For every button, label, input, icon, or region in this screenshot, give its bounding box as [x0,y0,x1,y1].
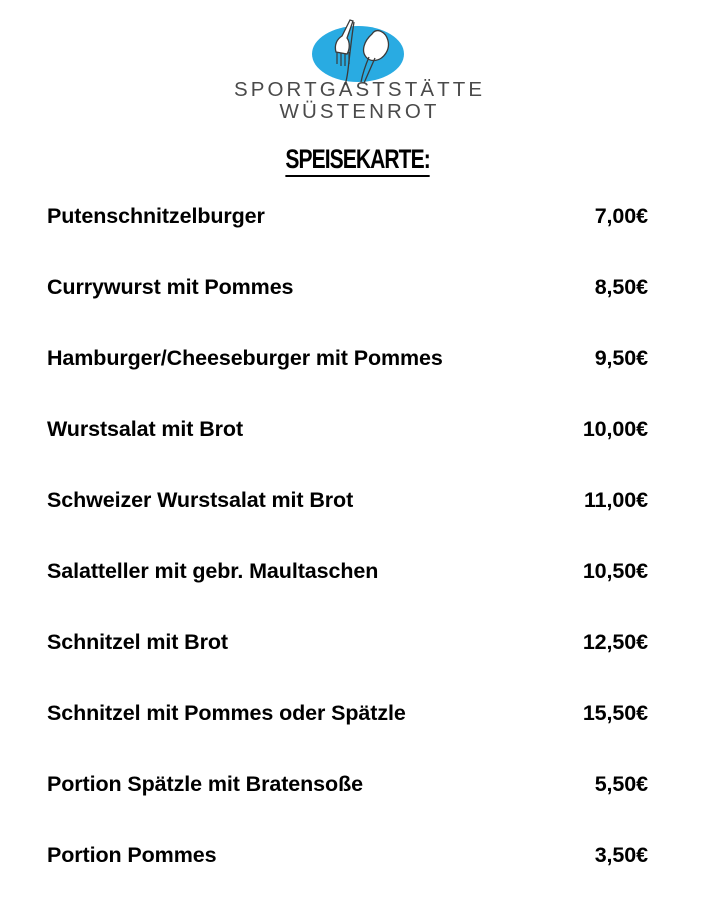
menu-item-price: 5,50€ [594,772,648,796]
logo-line-secondary: WÜSTENROT [279,99,440,123]
menu-item-row: Schnitzel mit Brot 12,50€ [47,630,648,701]
menu-item-price: 12,50€ [582,630,648,654]
menu-item-row: Salatteller mit gebr. Maultaschen 10,50€ [47,559,648,630]
page-title: SPEISEKARTE: [285,144,431,178]
menu-item-price: 15,50€ [582,701,648,725]
menu-item-price: 11,00€ [584,488,648,512]
logo-line-primary: SPORTGASTSTÄTTE [233,78,486,101]
menu-item-row: Currywurst mit Pommes 8,50€ [47,275,648,346]
menu-item-price: 8,50€ [594,275,648,299]
menu-item-row: Schnitzel mit Pommes oder Spätzle 15,50€ [47,701,648,772]
menu-item-price: 3,50€ [594,843,648,867]
menu-item-name: Schweizer Wurstsalat mit Brot [47,488,354,512]
restaurant-logo: SPORTGASTSTÄTTE WÜSTENROT [0,12,716,122]
menu-item-row: Schweizer Wurstsalat mit Brot 11,00€ [47,488,648,559]
menu-item-name: Hamburger/Cheeseburger mit Pommes [47,346,443,370]
menu-item-row: Hamburger/Cheeseburger mit Pommes 9,50€ [47,346,648,417]
menu-item-row: Wurstsalat mit Brot 10,00€ [47,417,648,488]
menu-item-name: Portion Pommes [47,843,217,867]
menu-title-container: SPEISEKARTE: [0,144,716,178]
menu-item-row: Portion Spätzle mit Bratensoße 5,50€ [47,772,648,843]
menu-item-row: Portion Pommes 3,50€ [47,843,648,914]
menu-item-name: Salatteller mit gebr. Maultaschen [47,559,379,583]
menu-item-name: Schnitzel mit Pommes oder Spätzle [47,701,406,725]
menu-item-name: Wurstsalat mit Brot [47,417,244,441]
menu-item-price: 7,00€ [594,204,648,228]
menu-item-name: Putenschnitzelburger [47,204,265,228]
logo-wordmark: SPORTGASTSTÄTTE WÜSTENROT [0,78,716,123]
menu-item-name: Currywurst mit Pommes [47,275,294,299]
menu-item-name: Portion Spätzle mit Bratensoße [47,772,363,796]
menu-item-price: 9,50€ [594,346,648,370]
menu-item-price: 10,50€ [582,559,648,583]
menu-item-price: 10,00€ [582,417,648,441]
menu-list: Putenschnitzelburger 7,00€ Currywurst mi… [47,204,648,914]
menu-item-name: Schnitzel mit Brot [47,630,228,654]
menu-item-row: Putenschnitzelburger 7,00€ [47,204,648,275]
fork-and-spoon-logo-icon [268,12,448,86]
